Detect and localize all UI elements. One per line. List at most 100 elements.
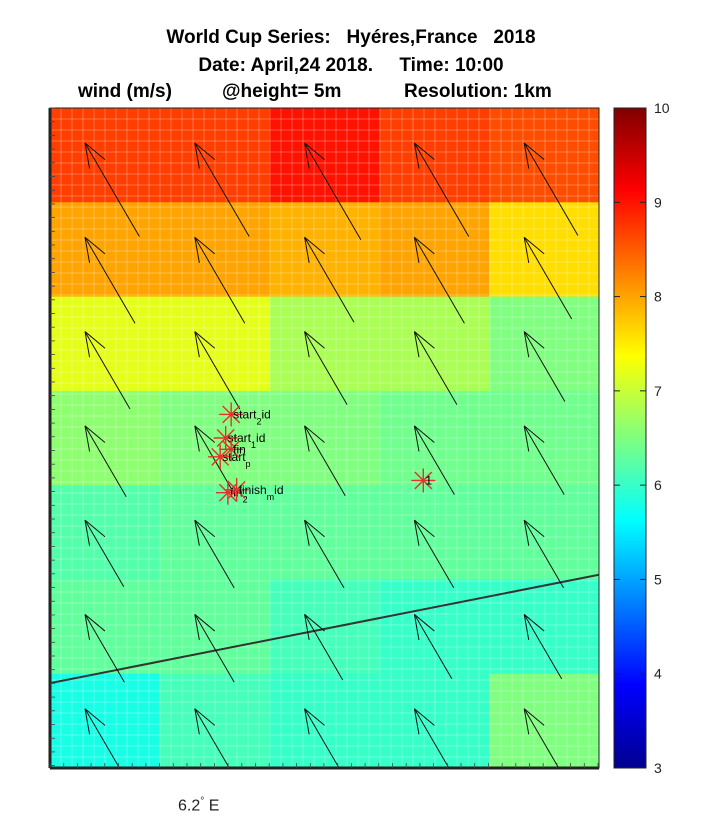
marker-star — [222, 440, 241, 459]
wind-arrow — [304, 236, 355, 323]
wind-arrow-head — [84, 425, 106, 443]
heatmap-cell — [489, 673, 599, 768]
wind-arrow-head — [194, 236, 216, 255]
coastline-line — [50, 573, 599, 685]
wind-arrow-head — [194, 708, 200, 735]
marker-label: start1id — [228, 431, 266, 450]
event-markers: start2idstart1idstartpfinfin2finishmid1 — [208, 402, 436, 505]
heatmap-cell — [489, 579, 599, 675]
colorbar — [613, 107, 647, 769]
colorbar-tick-label: 3 — [654, 760, 662, 776]
marker-star — [222, 405, 241, 424]
wind-arrow-head — [304, 520, 310, 546]
wind-arrow — [194, 519, 235, 589]
heatmap-cell — [379, 202, 490, 298]
colorbar-tick-label: 7 — [654, 383, 662, 399]
wind-arrow-head — [304, 331, 310, 358]
wind-arrow-head — [414, 614, 435, 632]
wind-arrow — [413, 142, 470, 237]
heatmap-cell — [269, 579, 380, 675]
wind-arrow-head — [413, 520, 420, 546]
wind-arrow — [523, 425, 565, 495]
wind-arrow — [304, 614, 344, 681]
heatmap-cell — [269, 202, 380, 298]
heatmap-cell — [159, 673, 271, 768]
wind-arrow-head — [194, 425, 200, 452]
wind-arrow-head — [413, 614, 420, 641]
wind-arrow-head — [523, 425, 545, 443]
wind-arrow — [304, 331, 348, 405]
wind-arrow — [84, 425, 127, 498]
wind-arrow-head — [194, 519, 216, 538]
wind-arrow-head — [84, 614, 106, 632]
heatmap-cell — [379, 390, 490, 486]
wind-arrow — [194, 708, 230, 768]
wind-arrow — [304, 519, 345, 589]
wind-arrow-head — [194, 614, 216, 632]
wind-arrow-shaft — [523, 237, 573, 320]
wind-arrow-head — [194, 142, 200, 169]
wind-arrow — [84, 519, 125, 588]
wind-arrow — [304, 708, 340, 768]
wind-arrow — [523, 614, 563, 680]
wind-arrow-shaft — [194, 331, 241, 410]
wind-arrow-head — [304, 519, 325, 538]
wind-arrow — [413, 425, 455, 495]
wind-arrow-shaft — [194, 237, 246, 324]
heatmap-cell — [50, 579, 161, 675]
wind-arrow-shaft — [413, 519, 455, 589]
heatmap-cell — [159, 108, 271, 203]
colorbar-tick-label: 9 — [654, 194, 662, 210]
marker: 1 — [411, 468, 436, 493]
wind-arrow-head — [304, 142, 310, 169]
wind-arrow-head — [194, 331, 216, 349]
marker-label: 1 — [425, 473, 432, 487]
wind-arrow-shaft — [413, 331, 458, 405]
wind-arrow-head — [304, 425, 325, 443]
marker: startp — [208, 444, 251, 469]
wind-arrow-shaft — [304, 519, 345, 589]
x-axis-ticks — [49, 107, 599, 768]
wind-arrow-shaft — [84, 331, 131, 410]
wind-arrow-shaft — [413, 425, 455, 495]
colorbar-tick-label: 6 — [654, 477, 662, 493]
wind-arrow-shaft — [84, 142, 140, 237]
heatmap-cell — [159, 296, 271, 392]
wind-arrow-head — [84, 614, 91, 641]
title-resolution: Resolution: 1km — [404, 81, 552, 102]
wind-arrow-head — [84, 331, 91, 358]
wind-arrow-head — [523, 519, 545, 538]
wind-arrow-shaft — [194, 142, 250, 237]
wind-arrow-head — [84, 519, 106, 538]
wind-arrow-head — [523, 614, 545, 632]
marker-star — [414, 471, 433, 490]
wind-arrow — [84, 236, 136, 324]
wind-arrow — [523, 519, 565, 589]
title-wind-units: wind (m/s) — [78, 81, 172, 102]
marker-star — [227, 480, 246, 499]
wind-arrow — [194, 142, 250, 237]
wind-arrow-head — [194, 614, 200, 641]
wind-arrow-head — [304, 614, 310, 641]
heatmap-cell — [50, 673, 161, 768]
chart-title: World Cup Series: Hyéres,France 2018 Dat… — [0, 24, 702, 80]
heatmap-cell — [269, 108, 380, 203]
wind-arrow-head — [523, 614, 530, 641]
wind-arrow — [413, 614, 453, 680]
marker-label: fin — [233, 442, 246, 456]
wind-arrow-shaft — [304, 425, 346, 496]
heatmap-cell — [269, 390, 380, 486]
wind-arrow — [84, 708, 121, 768]
wind-arrow-head — [523, 425, 530, 452]
heatmap-cell — [269, 673, 380, 768]
wind-arrow-head — [414, 142, 435, 161]
wind-arrow — [523, 142, 579, 236]
wind-arrow — [304, 142, 362, 241]
title-line-2: Date: April,24 2018. Time: 10:00 — [198, 55, 504, 76]
wind-arrow — [413, 331, 458, 405]
marker: start2id — [219, 402, 271, 427]
colorbar-ticks: 3 4 5 6 7 8 9 10 — [614, 100, 670, 776]
wind-arrow-shaft — [194, 425, 236, 496]
wind-arrow-shaft — [194, 614, 235, 683]
